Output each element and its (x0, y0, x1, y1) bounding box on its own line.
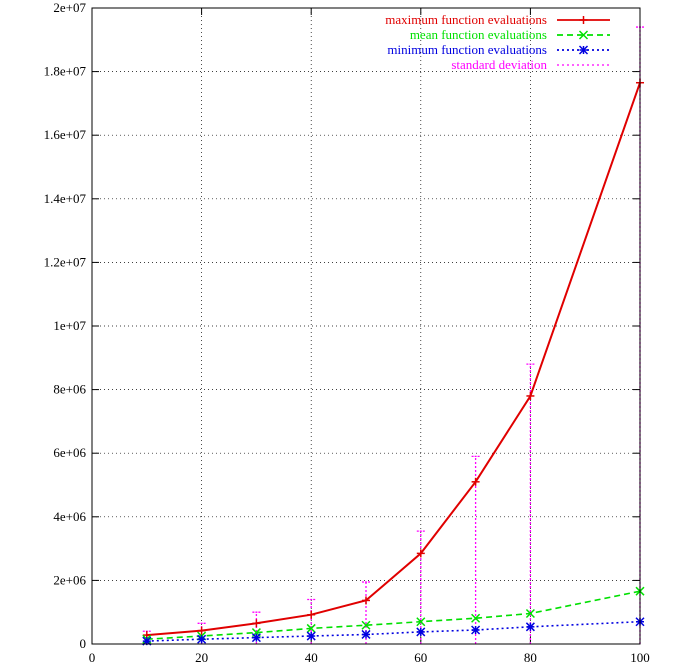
data-point (525, 608, 535, 619)
data-point (252, 619, 261, 628)
y-tick-label: 4e+06 (53, 509, 86, 524)
data-point (197, 626, 206, 635)
x-tick-label: 20 (195, 650, 208, 665)
y-tick-label: 1.4e+07 (44, 191, 87, 206)
legend-marker (578, 45, 589, 55)
data-point (471, 625, 481, 635)
y-tick-label: 0 (80, 636, 87, 651)
data-point (526, 391, 535, 400)
series-line (146, 82, 641, 637)
data-point (306, 623, 316, 633)
y-tick-label: 2e+06 (53, 572, 86, 587)
grid (92, 8, 640, 644)
y-tick-label: 1e+07 (53, 318, 86, 333)
y-tick-label: 1.2e+07 (44, 254, 87, 269)
legend-label: maximum function evaluations (385, 12, 547, 27)
x-tick-label: 40 (305, 650, 318, 665)
legend-marker (579, 16, 588, 24)
data-point (307, 610, 316, 619)
data-point (251, 633, 261, 643)
y-tick-label: 2e+07 (53, 0, 86, 15)
data-point (361, 629, 371, 639)
data-point (416, 627, 426, 637)
series-line (146, 620, 641, 642)
data-point (361, 620, 371, 630)
data-point (416, 549, 425, 558)
data-point (416, 617, 426, 627)
legend-label: standard deviation (451, 57, 547, 72)
data-point (197, 634, 207, 644)
data-point (362, 596, 370, 605)
x-tick-label: 60 (414, 650, 427, 665)
data-point (306, 631, 316, 641)
x-tick-label: 80 (524, 650, 537, 665)
error-bars (142, 26, 644, 644)
series-markers (142, 78, 645, 646)
legend-label: minimum function evaluations (387, 42, 547, 57)
legend-label: mean function evaluations (410, 27, 547, 42)
y-tick-label: 6e+06 (53, 445, 86, 460)
axis-ticks: 0 2e+06 4e+06 6e+06 8e+06 1e+07 1.2e+07 1.4e+07… (44, 0, 650, 665)
legend-marker (578, 30, 589, 40)
x-tick-label: 100 (630, 650, 650, 665)
y-tick-label: 1.6e+07 (44, 127, 87, 142)
plot-frame (91, 7, 641, 645)
series-lines (146, 82, 641, 642)
y-tick-label: 1.8e+07 (44, 64, 87, 79)
x-tick-label: 0 (89, 650, 96, 665)
series-line (146, 590, 641, 640)
y-tick-label: 8e+06 (53, 382, 86, 397)
data-point (471, 477, 480, 486)
data-point (525, 622, 535, 632)
data-point (471, 613, 481, 623)
